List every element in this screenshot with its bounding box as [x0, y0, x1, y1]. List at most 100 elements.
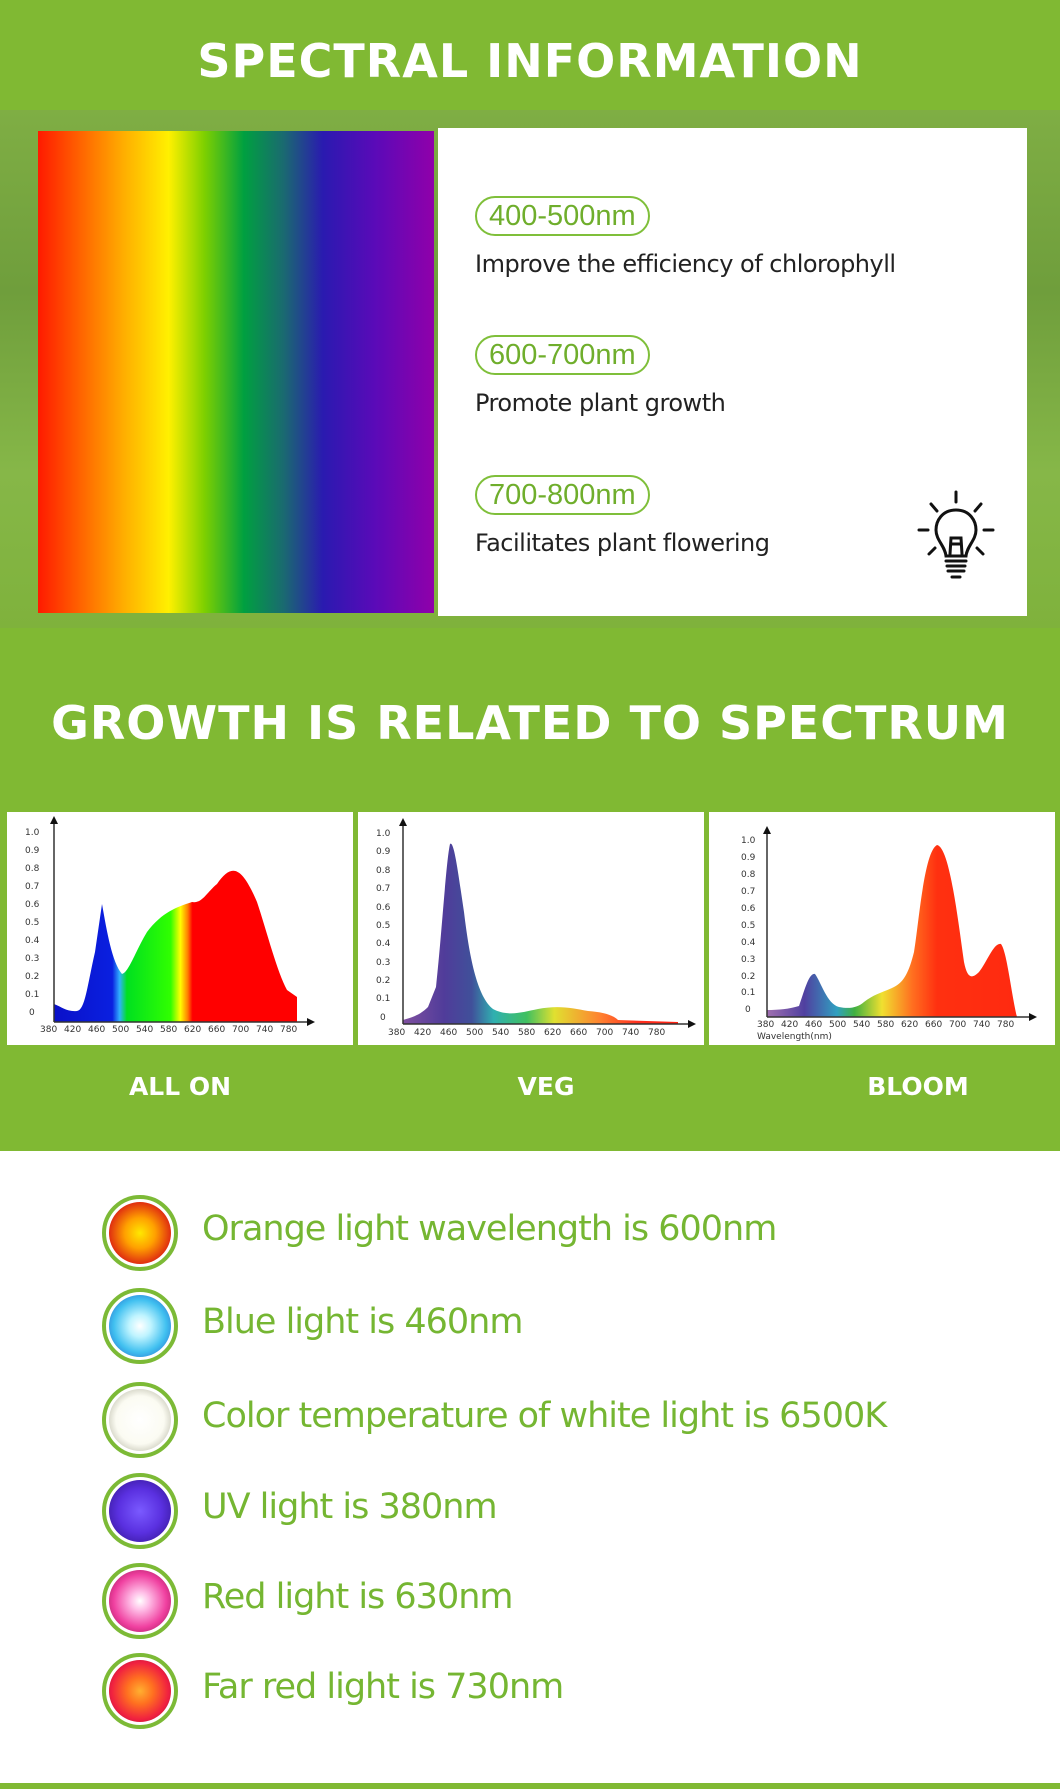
svg-text:0.8: 0.8 — [741, 870, 756, 880]
veg-spectrum-chart: 1.0 0.9 0.8 0.7 0.6 0.5 0.4 0.3 0.2 0.1 0 380 420 46… — [376, 818, 696, 1038]
range-description: Promote plant growth — [475, 389, 726, 417]
svg-text:700: 700 — [596, 1028, 613, 1038]
svg-text:580: 580 — [160, 1025, 177, 1035]
svg-text:420: 420 — [414, 1028, 431, 1038]
svg-text:0.7: 0.7 — [741, 887, 755, 897]
svg-text:1.0: 1.0 — [741, 836, 756, 846]
svg-text:460: 460 — [805, 1020, 822, 1030]
mode-label-veg: VEG — [517, 1072, 575, 1101]
svg-text:500: 500 — [112, 1025, 129, 1035]
svg-text:1.0: 1.0 — [25, 828, 40, 838]
chart-bloom: 1.0 0.9 0.8 0.7 0.6 0.5 0.4 0.3 0.2 0.1 0 380 420 46… — [709, 812, 1055, 1045]
list-item: Red light is 630nm — [102, 1563, 1002, 1639]
range-block-1: 400-500nm Improve the efficiency of chlo… — [475, 196, 896, 278]
list-item: Orange light wavelength is 600nm — [102, 1195, 1002, 1271]
svg-text:500: 500 — [829, 1020, 846, 1030]
svg-text:0.3: 0.3 — [741, 955, 755, 965]
svg-text:540: 540 — [136, 1025, 153, 1035]
svg-text:700: 700 — [232, 1025, 249, 1035]
list-item: Far red light is 730nm — [102, 1653, 1002, 1729]
chart-veg: 1.0 0.9 0.8 0.7 0.6 0.5 0.4 0.3 0.2 0.1 0 380 420 46… — [358, 812, 704, 1045]
svg-text:0.6: 0.6 — [376, 903, 391, 913]
svg-text:0.1: 0.1 — [25, 990, 39, 1000]
svg-text:580: 580 — [518, 1028, 535, 1038]
svg-text:380: 380 — [40, 1025, 57, 1035]
svg-text:580: 580 — [877, 1020, 894, 1030]
svg-text:540: 540 — [492, 1028, 509, 1038]
svg-text:460: 460 — [440, 1028, 457, 1038]
svg-text:0.4: 0.4 — [376, 939, 391, 949]
svg-text:0.4: 0.4 — [25, 936, 40, 946]
orange-light-icon — [102, 1195, 178, 1271]
color-spectrum-gradient — [38, 131, 434, 613]
svg-text:Wavelength(nm): Wavelength(nm) — [757, 1032, 832, 1042]
bloom-spectrum-chart: 1.0 0.9 0.8 0.7 0.6 0.5 0.4 0.3 0.2 0.1 0 380 420 46… — [741, 826, 1037, 1042]
svg-text:620: 620 — [184, 1025, 201, 1035]
uv-light-icon — [102, 1473, 178, 1549]
svg-text:380: 380 — [388, 1028, 405, 1038]
svg-text:0.2: 0.2 — [741, 972, 755, 982]
svg-text:0.1: 0.1 — [741, 988, 755, 998]
svg-text:540: 540 — [853, 1020, 870, 1030]
svg-text:0.3: 0.3 — [25, 954, 39, 964]
svg-text:1.0: 1.0 — [376, 829, 391, 839]
svg-text:500: 500 — [466, 1028, 483, 1038]
all-on-spectrum-chart: 1.0 0.9 0.8 0.7 0.6 0.5 0.4 0.3 0.2 0.1 0 380 420 46… — [25, 816, 315, 1035]
list-item: UV light is 380nm — [102, 1473, 1002, 1549]
svg-text:380: 380 — [757, 1020, 774, 1030]
svg-text:0.9: 0.9 — [25, 846, 40, 856]
red-light-icon — [102, 1563, 178, 1639]
svg-text:0.7: 0.7 — [25, 882, 39, 892]
svg-text:0.5: 0.5 — [741, 921, 755, 931]
svg-text:420: 420 — [64, 1025, 81, 1035]
svg-text:0.8: 0.8 — [376, 866, 391, 876]
svg-text:740: 740 — [256, 1025, 273, 1035]
svg-text:0.2: 0.2 — [25, 972, 39, 982]
bottom-divider — [0, 1783, 1060, 1789]
svg-text:0.2: 0.2 — [376, 976, 390, 986]
svg-text:0: 0 — [380, 1013, 386, 1023]
lightbulb-icon — [915, 490, 997, 582]
svg-text:780: 780 — [648, 1028, 665, 1038]
svg-text:660: 660 — [925, 1020, 942, 1030]
range-description: Improve the efficiency of chlorophyll — [475, 250, 896, 278]
list-item: Blue light is 460nm — [102, 1288, 1002, 1364]
mode-label-all-on: ALL ON — [128, 1072, 232, 1101]
section-title-spectral: SPECTRAL INFORMATION — [197, 34, 863, 88]
chart-all-on: 1.0 0.9 0.8 0.7 0.6 0.5 0.4 0.3 0.2 0.1 0 380 420 46… — [7, 812, 353, 1045]
svg-text:0.5: 0.5 — [25, 918, 39, 928]
svg-text:0.6: 0.6 — [25, 900, 40, 910]
mode-label-bloom: BLOOM — [867, 1072, 969, 1101]
blue-light-icon — [102, 1288, 178, 1364]
svg-text:700: 700 — [949, 1020, 966, 1030]
section-title-growth: GROWTH IS RELATED TO SPECTRUM — [51, 696, 1009, 750]
svg-text:0: 0 — [745, 1005, 751, 1015]
svg-text:0.4: 0.4 — [741, 938, 756, 948]
svg-text:780: 780 — [280, 1025, 297, 1035]
svg-text:660: 660 — [570, 1028, 587, 1038]
svg-text:0.9: 0.9 — [376, 847, 391, 857]
range-description: Facilitates plant flowering — [475, 529, 770, 557]
svg-text:460: 460 — [88, 1025, 105, 1035]
range-pill: 700-800nm — [475, 475, 650, 515]
svg-text:0.6: 0.6 — [741, 904, 756, 914]
svg-text:0.1: 0.1 — [376, 994, 390, 1004]
range-block-2: 600-700nm Promote plant growth — [475, 335, 726, 417]
svg-text:780: 780 — [997, 1020, 1014, 1030]
svg-text:0: 0 — [29, 1008, 35, 1018]
svg-text:420: 420 — [781, 1020, 798, 1030]
svg-text:620: 620 — [901, 1020, 918, 1030]
range-block-3: 700-800nm Facilitates plant flowering — [475, 475, 770, 557]
svg-text:740: 740 — [973, 1020, 990, 1030]
far-red-light-icon — [102, 1653, 178, 1729]
svg-text:0.9: 0.9 — [741, 853, 756, 863]
svg-text:0.3: 0.3 — [376, 958, 390, 968]
svg-text:0.8: 0.8 — [25, 864, 40, 874]
range-pill: 600-700nm — [475, 335, 650, 375]
list-item: Color temperature of white light is 6500… — [102, 1382, 1002, 1458]
svg-text:660: 660 — [208, 1025, 225, 1035]
white-light-icon — [102, 1382, 178, 1458]
svg-text:0.7: 0.7 — [376, 884, 390, 894]
spectral-info-box: 400-500nm Improve the efficiency of chlo… — [438, 128, 1027, 616]
svg-text:620: 620 — [544, 1028, 561, 1038]
